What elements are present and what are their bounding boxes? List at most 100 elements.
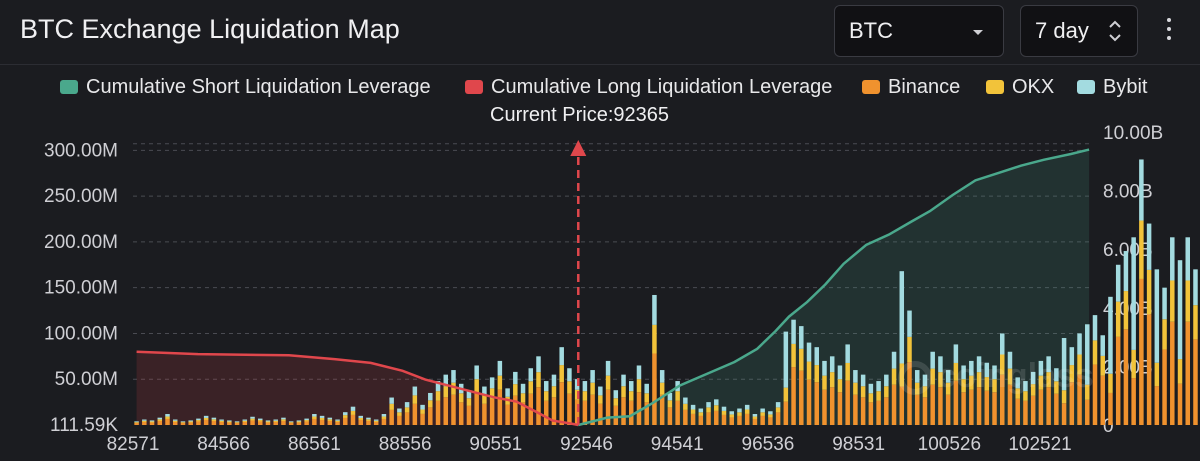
period-select[interactable]: 7 day xyxy=(1020,5,1138,57)
bybit-bar xyxy=(319,415,325,418)
binance-bar xyxy=(969,389,974,425)
x-tick-label: 82571 xyxy=(107,434,160,455)
binance-bar xyxy=(265,422,271,425)
binance-bar xyxy=(180,422,186,425)
updown-arrows-icon xyxy=(1109,20,1121,42)
okx-bar xyxy=(543,391,549,401)
legend-item-binance[interactable]: Binance xyxy=(862,76,960,99)
okx-bar xyxy=(1193,305,1198,340)
binance-bar xyxy=(520,402,526,425)
bybit-bar xyxy=(853,370,858,383)
bybit-bar xyxy=(428,392,433,401)
okx-bar xyxy=(652,324,657,354)
legend-item-short[interactable]: Cumulative Short Liquidation Leverage xyxy=(60,76,431,99)
okx-bar xyxy=(373,420,379,422)
bybit-bar xyxy=(961,365,966,380)
okx-bar xyxy=(335,420,340,422)
binance-bar xyxy=(350,414,356,425)
binance-bar xyxy=(412,403,418,425)
okx-bar xyxy=(288,422,294,423)
bybit-bar xyxy=(366,417,371,420)
okx-bar xyxy=(366,419,371,421)
y-left-tick-label: 150.00M xyxy=(44,278,118,299)
binance-bar xyxy=(1030,395,1036,425)
current-price-arrow-icon xyxy=(570,140,587,156)
bybit-bar xyxy=(899,271,905,364)
legend-swatch xyxy=(862,80,880,94)
coin-select[interactable]: BTC xyxy=(834,5,1004,57)
bybit-bar xyxy=(1000,333,1005,355)
binance-bar xyxy=(482,403,487,425)
binance-bar xyxy=(567,393,572,425)
coinglass-logo-icon xyxy=(898,361,932,395)
binance-bar xyxy=(621,397,626,425)
y-left-tick-label: 200.00M xyxy=(44,232,118,253)
bybit-bar xyxy=(598,386,603,396)
okx-bar xyxy=(822,375,827,390)
okx-bar xyxy=(1000,354,1005,375)
bybit-bar xyxy=(629,381,634,392)
binance-bar xyxy=(288,422,294,425)
legend-label: Cumulative Long Liquidation Leverage xyxy=(491,76,833,98)
okx-bar xyxy=(729,414,734,418)
y-right-tick-label: 0 xyxy=(1103,416,1114,437)
legend-label: Binance xyxy=(888,76,961,98)
okx-bar xyxy=(227,421,232,423)
binance-bar xyxy=(914,394,920,425)
binance-bar xyxy=(791,367,796,425)
bybit-bar xyxy=(1170,237,1175,281)
bybit-bar xyxy=(258,418,263,421)
okx-bar xyxy=(258,420,263,422)
bybit-bar xyxy=(636,365,642,380)
bybit-bar xyxy=(304,418,309,421)
bybit-bar xyxy=(814,347,820,366)
okx-bar xyxy=(567,381,572,394)
legend-item-bybit[interactable]: Bybit xyxy=(1077,76,1147,99)
binance-bar xyxy=(868,402,874,425)
okx-bar xyxy=(760,412,765,416)
binance-bar xyxy=(489,398,495,425)
binance-bar xyxy=(234,422,240,425)
bybit-bar xyxy=(172,419,178,421)
binance-bar xyxy=(744,413,750,425)
okx-bar xyxy=(675,391,680,401)
bybit-bar xyxy=(822,360,827,376)
legend-swatch xyxy=(465,80,483,94)
legend-item-long[interactable]: Cumulative Long Liquidation Leverage xyxy=(465,76,832,99)
bybit-bar xyxy=(149,420,155,422)
binance-bar xyxy=(768,417,773,425)
okx-bar xyxy=(884,386,889,398)
legend-item-okx[interactable]: OKX xyxy=(986,76,1054,99)
okx-bar xyxy=(598,395,603,404)
binance-bar xyxy=(172,421,178,425)
okx-bar xyxy=(350,410,356,415)
x-tick-label: 92546 xyxy=(560,434,613,455)
binance-bar xyxy=(420,413,425,425)
binance-bar xyxy=(930,384,935,425)
coin-select-value: BTC xyxy=(849,18,893,43)
bybit-bar xyxy=(884,374,889,387)
binance-bar xyxy=(1077,374,1082,425)
okx-bar xyxy=(605,375,611,390)
legend-swatch xyxy=(1077,80,1095,94)
okx-bar xyxy=(312,416,317,419)
okx-bar xyxy=(327,419,333,421)
binance-bar xyxy=(1038,389,1044,425)
okx-bar xyxy=(930,368,935,385)
okx-bar xyxy=(142,420,147,422)
bybit-bar xyxy=(752,414,758,417)
okx-bar xyxy=(397,412,402,416)
bybit-bar xyxy=(714,399,719,406)
bybit-bar xyxy=(829,356,835,373)
binance-bar xyxy=(690,413,696,425)
binance-bar xyxy=(945,394,951,425)
okx-bar xyxy=(783,387,789,402)
binance-bar xyxy=(613,405,619,425)
bybit-bar xyxy=(737,408,742,413)
page-title: BTC Exchange Liquidation Map xyxy=(20,14,400,44)
binance-bar xyxy=(775,412,781,425)
more-options-icon[interactable] xyxy=(1160,14,1178,50)
bybit-bar xyxy=(1038,360,1044,376)
okx-bar xyxy=(853,382,858,395)
